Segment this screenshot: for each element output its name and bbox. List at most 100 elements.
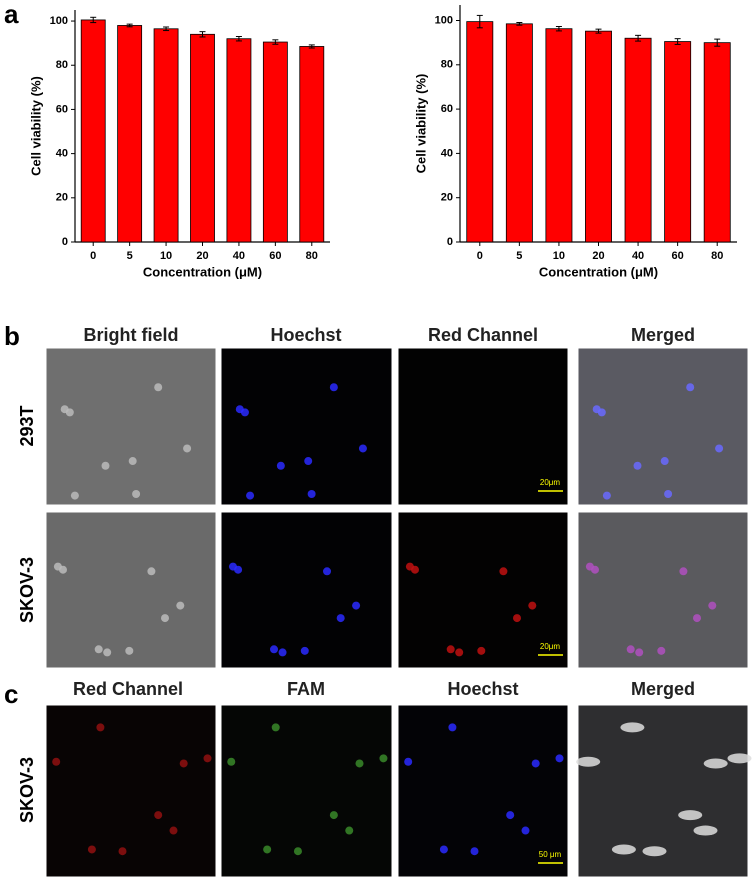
- cell: [470, 847, 479, 856]
- cell: [154, 811, 163, 820]
- micrograph: [45, 511, 217, 669]
- bar: [664, 41, 692, 243]
- x-tick-label: 40: [233, 250, 245, 262]
- cell: [304, 457, 313, 466]
- x-tick-label: 80: [711, 250, 723, 262]
- cell: [87, 845, 96, 854]
- y-axis-label: Cell viability (%): [413, 74, 428, 174]
- cell: [620, 722, 645, 733]
- column-header: Hoechst: [270, 325, 341, 345]
- row-label: SKOV-3: [17, 757, 37, 823]
- scale-bar-label: 20μm: [540, 642, 561, 651]
- cell: [96, 723, 105, 732]
- micrograph: [577, 511, 749, 669]
- cell: [686, 383, 695, 392]
- cell: [103, 648, 112, 657]
- cell: [329, 811, 338, 820]
- cell: [101, 461, 110, 470]
- x-tick-label: 0: [477, 250, 483, 262]
- cell: [128, 457, 137, 466]
- cell: [657, 646, 666, 655]
- cell: [329, 383, 338, 392]
- cell: [336, 614, 345, 623]
- bar: [703, 42, 731, 243]
- micrograph: [577, 347, 749, 506]
- cell: [602, 491, 611, 500]
- x-tick-label: 20: [196, 250, 208, 262]
- cell: [591, 565, 599, 574]
- cell: [727, 753, 752, 764]
- cell: [379, 754, 388, 763]
- cell: [240, 408, 249, 417]
- y-tick-label: 60: [56, 103, 68, 115]
- cell: [693, 825, 718, 836]
- cell: [446, 645, 455, 654]
- x-axis-label: Concentration (μM): [143, 264, 262, 279]
- cell: [499, 567, 508, 576]
- cell: [176, 601, 185, 610]
- cell: [708, 601, 717, 610]
- cell: [246, 491, 255, 500]
- x-tick-label: 5: [127, 250, 133, 262]
- cell: [154, 383, 163, 392]
- charts: 0 20 40 60 80 100 0 5 10 20 40 60 80 Concentration (μ…: [28, 5, 737, 279]
- bar: [262, 41, 288, 243]
- cell: [125, 646, 134, 655]
- bar: [80, 19, 106, 243]
- cell: [179, 759, 188, 768]
- column-header: Merged: [631, 325, 695, 345]
- y-tick-label: 0: [447, 236, 453, 248]
- bar: [190, 33, 215, 243]
- panel-label: a: [4, 0, 19, 29]
- cell: [183, 444, 192, 453]
- column-header: Merged: [631, 679, 695, 699]
- cell: [323, 567, 332, 576]
- cell: [506, 811, 515, 820]
- cell: [227, 757, 236, 766]
- y-tick-label: 60: [441, 103, 453, 115]
- bar: [466, 21, 494, 243]
- cell: [715, 444, 724, 453]
- row-label: 293T: [17, 405, 37, 446]
- panel-label: b: [4, 321, 20, 351]
- x-tick-label: 80: [306, 250, 318, 262]
- x-tick-label: 10: [160, 250, 172, 262]
- cell: [263, 845, 272, 854]
- cell: [597, 408, 606, 417]
- column-header: Bright field: [84, 325, 179, 345]
- column-header: FAM: [287, 679, 325, 699]
- micrographs: 20μm 20μm 50 μm: [45, 347, 752, 878]
- y-tick-label: 80: [441, 59, 453, 71]
- x-axis-label: Concentration (μM): [539, 264, 658, 279]
- y-tick-label: 80: [56, 59, 68, 71]
- y-tick-label: 100: [435, 14, 453, 26]
- cell: [660, 457, 669, 466]
- cell: [355, 759, 364, 768]
- cell: [513, 614, 521, 623]
- cell: [411, 565, 419, 574]
- micrograph: [220, 347, 393, 506]
- x-tick-label: 40: [632, 250, 644, 262]
- cell: [528, 601, 537, 610]
- y-tick-label: 40: [441, 147, 453, 159]
- cell: [679, 567, 688, 576]
- x-tick-label: 20: [592, 250, 604, 262]
- scale-bar-label: 50 μm: [539, 850, 562, 859]
- cell: [276, 461, 285, 470]
- y-tick-label: 100: [50, 15, 68, 27]
- micrograph: [220, 511, 393, 669]
- column-header: Hoechst: [447, 679, 518, 699]
- cell: [633, 461, 642, 470]
- bar: [505, 23, 533, 243]
- panel-label: c: [4, 679, 18, 709]
- cell: [300, 646, 309, 655]
- bar: [153, 28, 179, 243]
- cell: [270, 645, 279, 654]
- cell: [642, 846, 667, 857]
- y-tick-label: 20: [441, 192, 453, 204]
- cell: [664, 490, 673, 499]
- cell: [307, 490, 316, 499]
- cell: [169, 826, 178, 835]
- cell: [65, 408, 74, 417]
- cell: [52, 757, 61, 766]
